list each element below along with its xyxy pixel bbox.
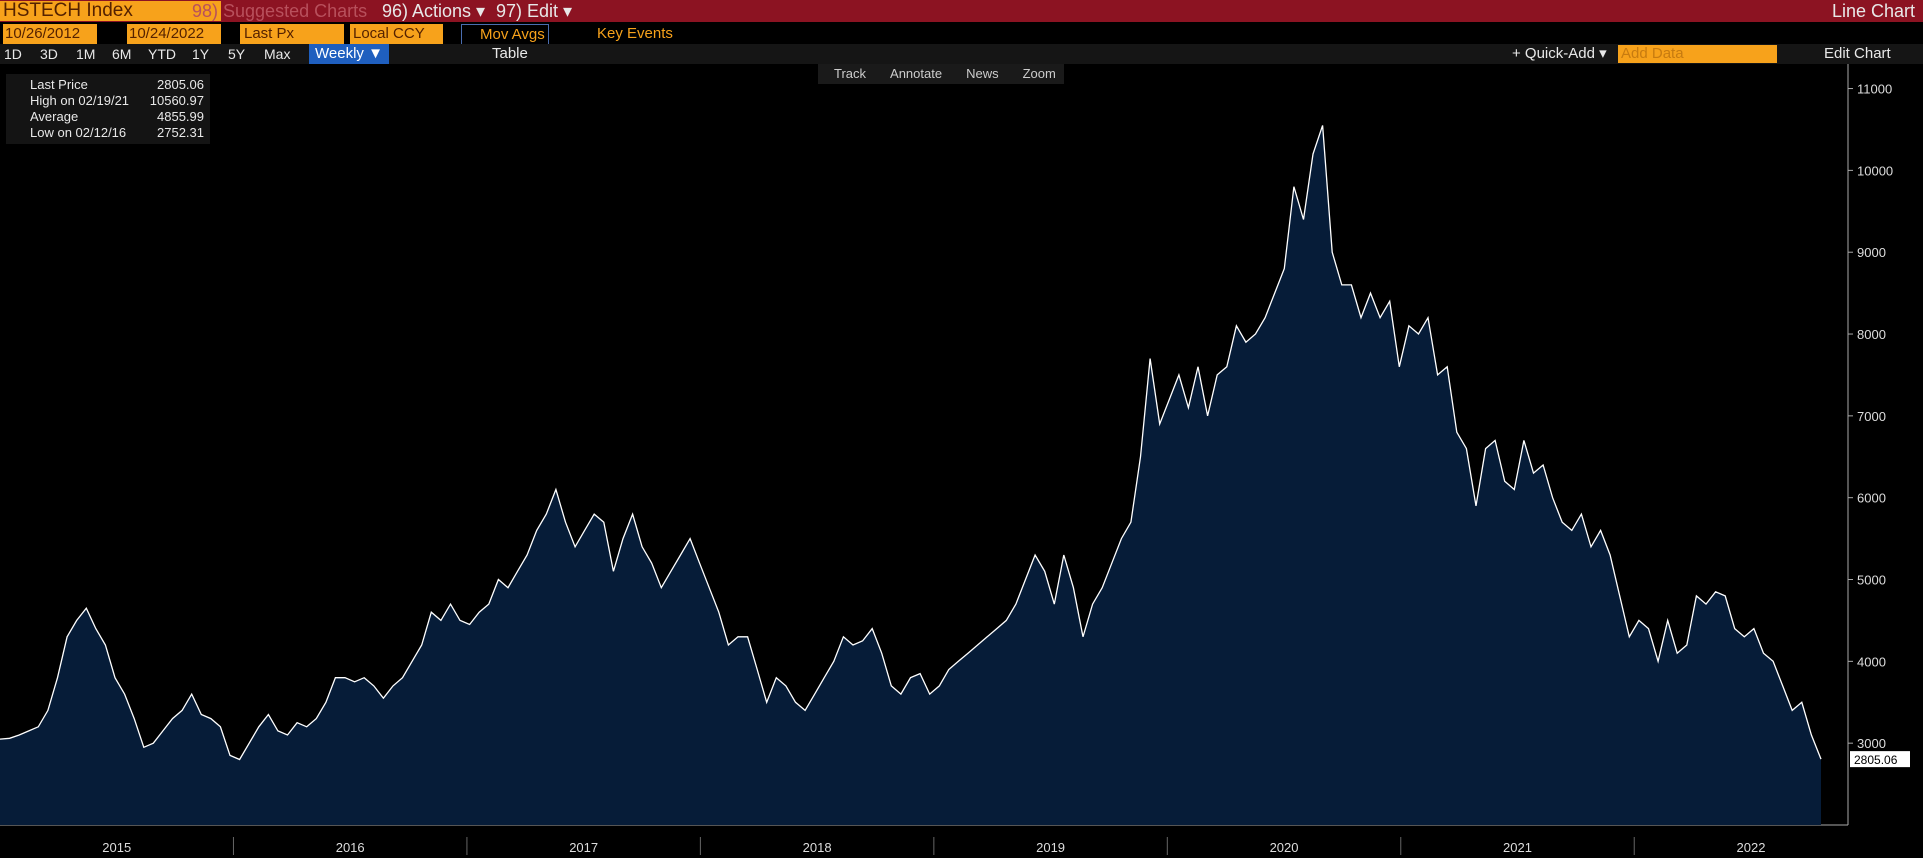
x-tick-label: 2021 xyxy=(1503,840,1532,855)
x-tick-label: 2016 xyxy=(336,840,365,855)
stat-value: 4855.99 xyxy=(157,109,204,124)
last-price-label: 2805.06 xyxy=(1854,753,1898,767)
tool-button[interactable]: News xyxy=(966,66,999,81)
stat-label: Average xyxy=(30,109,79,124)
end-date[interactable]: 10/24/2022 xyxy=(127,24,221,44)
last-price-tag xyxy=(1850,751,1910,768)
tool-button[interactable]: Track xyxy=(834,66,867,81)
settings-bar: 10/26/2012 10/24/2022 Last Px Local CCY … xyxy=(0,22,1923,46)
y-tick-label: 6000 xyxy=(1857,491,1886,506)
security-field[interactable]: HSTECH Index xyxy=(0,1,221,21)
period-button[interactable]: YTD xyxy=(148,46,176,62)
view-name: Line Chart xyxy=(1831,1,1915,21)
y-tick-label: 10000 xyxy=(1857,163,1893,178)
period-bar: 1D 3D 1M 6M YTD 1Y 5Y Max Weekly ▼ Table + Quic… xyxy=(0,44,1923,64)
period-button[interactable]: 5Y xyxy=(228,46,246,62)
suggested-menu[interactable]: 98) Suggested Charts xyxy=(192,1,368,21)
tool-button[interactable]: Annotate xyxy=(890,66,943,81)
period-button[interactable]: 1M xyxy=(76,46,96,62)
tool-button[interactable]: Zoom xyxy=(1022,66,1056,81)
x-tick-label: 2017 xyxy=(569,840,598,855)
currency-select[interactable]: Local CCY xyxy=(350,24,443,44)
period-button[interactable]: Max xyxy=(264,46,291,62)
stat-label: Last Price xyxy=(30,77,88,92)
add-data[interactable]: Add Data xyxy=(1618,45,1777,63)
period-button[interactable]: 1D xyxy=(4,46,22,62)
field-select[interactable]: Last Px xyxy=(240,24,344,44)
period-button[interactable]: 1Y xyxy=(192,46,210,62)
y-tick-label: 11000 xyxy=(1857,82,1892,97)
y-tick-label: 8000 xyxy=(1857,327,1886,342)
x-tick-label: 2022 xyxy=(1737,840,1766,855)
period-button[interactable]: 6M xyxy=(112,46,132,62)
stat-value: 2752.31 xyxy=(157,125,204,140)
x-tick-label: 2019 xyxy=(1036,840,1065,855)
chart-tools: Track Annotate News Zoom xyxy=(818,64,1064,84)
chart: 3000 4000 5000 6000 7000 8000 9000 10000 11000 20… xyxy=(0,64,1910,855)
x-tick-label: 2020 xyxy=(1270,840,1299,855)
stat-value: 2805.06 xyxy=(157,77,204,92)
y-tick-label: 3000 xyxy=(1857,736,1886,751)
title-bar: HSTECH Index 98) Suggested Charts 96) Ac… xyxy=(0,0,1923,22)
edit-menu[interactable]: 97) Edit ▾ xyxy=(496,1,573,21)
legend-box: Last Price 2805.06 High on 02/19/21 10560.9… xyxy=(6,74,210,144)
y-tick-label: 9000 xyxy=(1857,245,1886,260)
start-date[interactable]: 10/26/2012 xyxy=(3,24,97,44)
table-button[interactable]: Table xyxy=(492,45,528,62)
y-tick-label: 7000 xyxy=(1857,409,1886,424)
x-tick-label: 2015 xyxy=(102,840,131,855)
area xyxy=(0,125,1821,825)
mov-avgs[interactable]: Mov Avgs xyxy=(461,24,549,46)
frequency[interactable]: Weekly ▼ xyxy=(309,44,389,64)
stat-value: 10560.97 xyxy=(149,93,204,108)
y-tick-label: 4000 xyxy=(1857,654,1886,669)
quick-add[interactable]: + Quick-Add ▾ xyxy=(1512,45,1607,62)
actions-menu[interactable]: 96) Actions ▾ xyxy=(382,1,486,21)
key-events[interactable]: Key Events xyxy=(597,25,673,42)
edit-chart[interactable]: Edit Chart xyxy=(1824,45,1891,62)
period-button[interactable]: 3D xyxy=(40,46,58,62)
stat-label: High on 02/19/21 xyxy=(30,93,130,108)
stat-label: Low on 02/12/16 xyxy=(30,125,127,140)
x-tick-label: 2018 xyxy=(803,840,832,855)
y-tick-label: 5000 xyxy=(1857,573,1886,588)
line xyxy=(0,125,1822,761)
